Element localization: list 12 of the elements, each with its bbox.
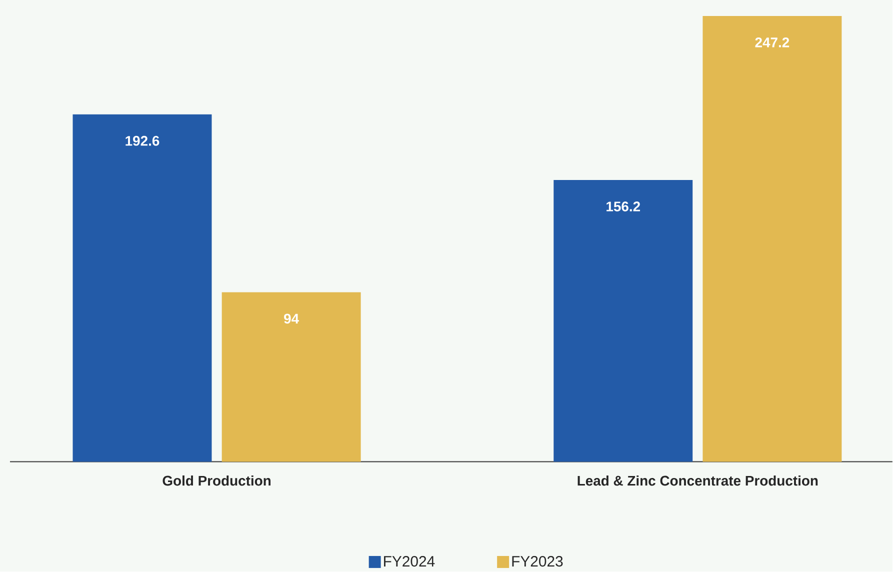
x-tick-label: Lead & Zinc Concentrate Production — [578, 475, 818, 486]
bar — [222, 292, 361, 462]
bar — [72, 114, 212, 462]
legend-label: FY2024 — [384, 556, 435, 567]
x-tick-label: Gold Production — [162, 475, 270, 486]
data-label: 94 — [284, 314, 299, 324]
data-label: 247.2 — [755, 38, 790, 48]
legend-label: FY2023 — [512, 556, 563, 567]
data-label: 192.6 — [126, 136, 160, 146]
data-label: 156.2 — [606, 202, 640, 212]
bar — [702, 16, 842, 462]
bar — [554, 180, 693, 462]
